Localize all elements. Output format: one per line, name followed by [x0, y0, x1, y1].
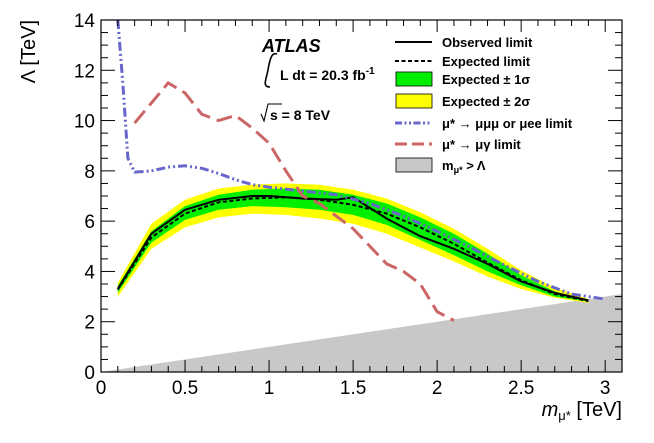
integral-sign [264, 52, 278, 88]
legend-mugamma-label: μ* → μγ limit [442, 137, 521, 152]
x-tick-label: 0.5 [172, 378, 198, 399]
x-tick-label: 1 [264, 378, 275, 399]
energy-label: s = 8 TeV [270, 107, 331, 123]
x-axis-ticks: 0 0.5 1 1.5 2 2.5 3 [96, 20, 623, 399]
plot-marks [101, 20, 622, 372]
y-tick-label: 12 [74, 61, 95, 82]
x-tick-label: 3 [600, 378, 611, 399]
y-tick-label: 14 [74, 11, 96, 32]
legend-band2-label: Expected ± 2σ [442, 94, 530, 109]
legend-band1-label: Expected ± 1σ [442, 72, 530, 87]
y-tick-label: 2 [84, 313, 95, 334]
y-tick-label: 8 [84, 162, 95, 183]
x-tick-label: 2.5 [508, 378, 534, 399]
legend-expected-label: Expected limit [442, 54, 531, 69]
y-axis-title: Λ [TeV] [18, 20, 40, 83]
sqrt-sign [260, 103, 282, 123]
legend: Observed limit Expected limit Expected ±… [395, 35, 573, 175]
x-tick-label: 2 [432, 378, 443, 399]
expected-1sigma-band [117, 188, 589, 302]
legend-mumumu-label: μ* → μμμ or μee limit [442, 116, 573, 131]
atlas-label: ATLAS [261, 36, 321, 56]
legend-band2-swatch [395, 93, 433, 109]
expected-2sigma-band [117, 183, 589, 303]
legend-band1-swatch [395, 71, 433, 87]
mumumu-mueee-limit-line [116, 20, 606, 301]
legend-excluded-label: mμ* > Λ [442, 158, 486, 175]
x-tick-label: 1.5 [340, 378, 366, 399]
x-axis-title: mμ* [TeV] [542, 399, 622, 423]
legend-observed-label: Observed limit [442, 35, 533, 50]
y-axis-ticks: 0 2 4 6 8 10 12 14 [74, 11, 622, 384]
y-tick-label: 0 [84, 363, 95, 384]
x-tick-label: 0 [96, 378, 107, 399]
observed-limit-line [116, 195, 589, 302]
y-tick-label: 10 [74, 112, 95, 133]
expected-limit-line [116, 196, 589, 303]
legend-excluded-swatch [395, 157, 433, 173]
mugamma-limit-line [133, 80, 455, 322]
excluded-region-mass-gt-lambda [101, 294, 622, 372]
y-tick-label: 4 [84, 262, 95, 283]
y-tick-label: 6 [84, 212, 95, 233]
luminosity-label: L dt = 20.3 fb-1 [280, 66, 375, 83]
